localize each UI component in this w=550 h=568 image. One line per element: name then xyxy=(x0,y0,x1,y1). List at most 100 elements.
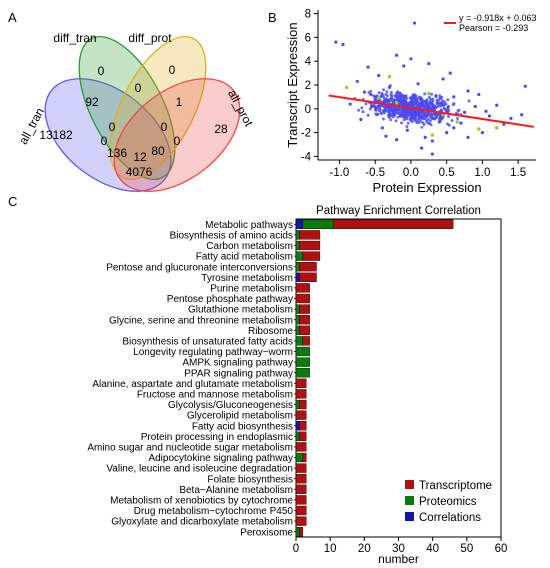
category-label: Amino sugar and nucleotide sugar metabol… xyxy=(87,443,293,454)
scatter-highlight-point xyxy=(387,74,392,79)
legend-label: Transcriptome xyxy=(419,480,492,492)
bar-segment-transcriptome xyxy=(295,474,307,484)
bar-segment-transcriptome xyxy=(295,463,307,473)
bar-segment-proteomics xyxy=(295,336,304,346)
category-label: Adipocytokine signaling pathway xyxy=(148,453,293,464)
scatter-point xyxy=(421,121,425,125)
scatter-point xyxy=(437,120,442,124)
scatter-point xyxy=(484,109,488,113)
bar-segment-transcriptome xyxy=(302,336,310,346)
scatter-point xyxy=(467,99,471,103)
legend-swatch-correlations xyxy=(405,512,414,521)
scatter-highlight-point xyxy=(394,101,399,105)
venn-set-diff-tran xyxy=(78,35,176,181)
scatter-point xyxy=(390,94,394,98)
venn-region-count: 0 xyxy=(101,134,108,148)
y-tick-label: 4 xyxy=(305,56,312,68)
bar-segment-proteomics xyxy=(295,357,310,367)
scatter-point xyxy=(366,113,370,117)
x-tick-label: -1.0 xyxy=(330,167,350,179)
scatter-point xyxy=(380,126,384,130)
bar-segment-correlations xyxy=(295,421,300,431)
category-label: Fatty acid metabolism xyxy=(196,252,293,263)
fit-equation: y = -0.918x + 0.063 xyxy=(459,13,537,23)
panel-label-c: C xyxy=(8,194,17,209)
scatter-point xyxy=(430,92,434,96)
x-tick-label: 10 xyxy=(324,543,337,555)
bar-segment-transcriptome xyxy=(302,251,321,261)
bar-segment-transcriptome xyxy=(299,527,304,537)
scatter-point xyxy=(509,116,513,120)
scatter-point xyxy=(405,125,409,128)
regression-line xyxy=(328,94,535,128)
scatter-point xyxy=(412,104,415,108)
scatter-point xyxy=(442,106,446,110)
scatter-point xyxy=(405,128,409,132)
scatter-point xyxy=(381,94,385,98)
scatter-point xyxy=(443,100,447,104)
scatter-point xyxy=(423,92,427,96)
category-label: Fatty acid biosynthesis xyxy=(192,421,293,432)
bar-segment-transcriptome xyxy=(299,240,321,251)
scatter-point xyxy=(487,114,492,118)
scatter-point xyxy=(429,111,433,115)
scatter-point xyxy=(452,102,456,106)
scatter-point xyxy=(441,103,445,107)
scatter-point xyxy=(429,101,432,104)
bar-segment-proteomics xyxy=(295,346,310,357)
bar-segment-proteomics xyxy=(295,527,300,537)
venn-region-count: 0 xyxy=(135,81,142,95)
category-label: Alanine, aspartate and glutamate metabol… xyxy=(92,379,293,390)
scatter-point xyxy=(502,122,506,126)
bar-segment-transcriptome xyxy=(295,516,307,526)
scatter-point xyxy=(419,119,422,123)
bar-segment-proteomics xyxy=(295,452,304,463)
x-tick-label: 20 xyxy=(358,543,371,555)
scatter-point xyxy=(440,101,444,105)
scatter-point xyxy=(402,64,406,68)
scatter-point xyxy=(401,101,405,105)
scatter-highlight-point xyxy=(477,127,481,131)
venn-region-count: 0 xyxy=(109,120,116,134)
chart-title: Pathway Enrichment Correlation xyxy=(316,205,481,217)
bar-segment-proteomics xyxy=(295,240,300,251)
scatter-point xyxy=(446,122,449,126)
scatter-point xyxy=(381,104,385,108)
scatter-point xyxy=(430,152,434,156)
scatter-point xyxy=(413,118,417,122)
venn-set-all-prot xyxy=(113,78,241,192)
scatter-point xyxy=(395,107,399,111)
scatter-point xyxy=(445,131,449,135)
y-tick-label: 0 xyxy=(305,104,311,116)
scatter-point xyxy=(348,102,352,106)
scatter-point xyxy=(425,100,428,104)
x-tick-label: 0.0 xyxy=(403,167,419,179)
scatter-highlight-point xyxy=(430,133,435,137)
scatter-point xyxy=(403,112,407,116)
scatter-point xyxy=(420,97,424,101)
bar-segment-transcriptome xyxy=(299,325,310,335)
scatter-point xyxy=(366,65,370,69)
legend-label: Correlations xyxy=(419,512,481,524)
category-label: Drug metabolism−cytochrome P450 xyxy=(134,506,294,517)
scatter-point xyxy=(341,42,345,47)
scatter-point xyxy=(395,138,399,142)
venn-region-count: 92 xyxy=(85,95,99,109)
scatter-point xyxy=(428,119,432,123)
venn-set-label: diff_prot xyxy=(128,31,172,45)
category-label: AMPK signaling pathway xyxy=(182,358,293,369)
scatter-plot: -1.0 -0.5 0.0 0.5 1.0 1.5 -4 -2 0 2 4 6 8 Protein Exp… xyxy=(285,9,537,195)
scatter-highlight-point xyxy=(426,91,431,96)
category-label: Glycine, serine and threonine metabolism xyxy=(109,315,293,326)
scatter-point xyxy=(429,123,433,127)
scatter-point xyxy=(450,119,454,122)
scatter-point xyxy=(395,91,399,95)
scatter-point xyxy=(409,101,412,105)
bar-segment-transcriptome xyxy=(295,283,310,293)
scatter-point xyxy=(520,113,524,117)
scatter-point xyxy=(430,139,434,143)
pathway-bar-chart: Pathway Enrichment Correlation Metabolic … xyxy=(87,205,507,566)
x-tick-label: 40 xyxy=(426,543,439,555)
bar-segment-transcriptome xyxy=(299,399,307,410)
category-label: Ribosome xyxy=(248,326,293,337)
